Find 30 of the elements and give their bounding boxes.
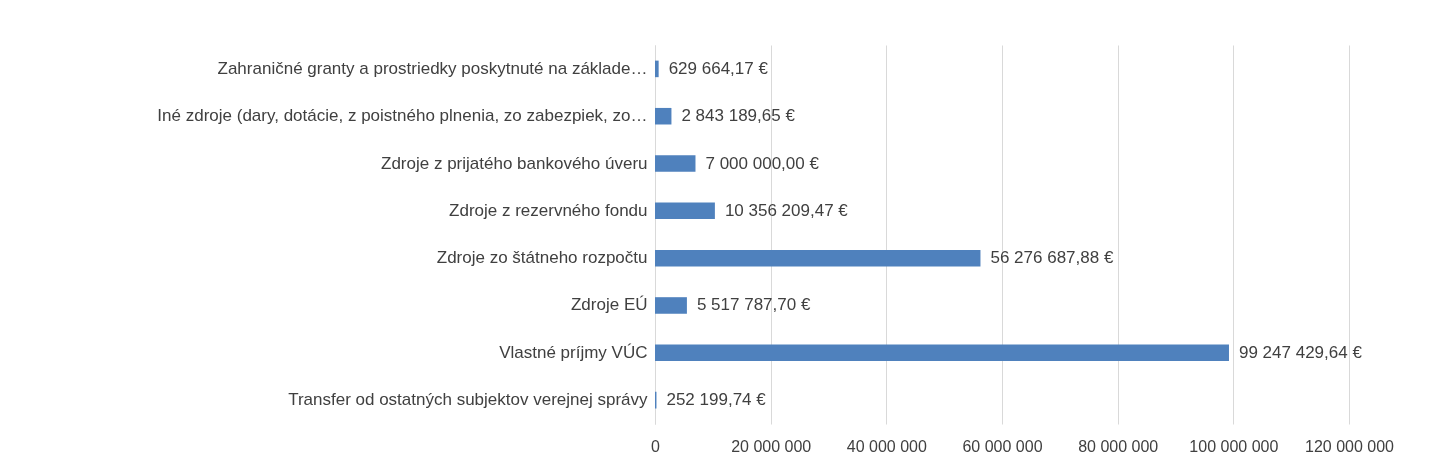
y-tick-label: Vlastné príjmy VÚC [499,342,648,362]
y-tick-label: Zdroje EÚ [570,295,648,315]
data-label: 7 000 000,00 € [705,153,820,173]
data-label: 2 843 189,65 € [681,106,796,126]
x-tick-label: 40 000 000 [846,437,927,455]
y-tick-label: Zdroje z prijatého bankového úveru [381,153,648,173]
x-tick-label: 20 000 000 [731,437,812,455]
x-tick-label: 0 [651,437,661,455]
x-tick-label: 60 000 000 [962,437,1043,455]
data-label: 99 247 429,64 € [1238,342,1363,362]
data-label: 56 276 687,88 € [990,248,1114,268]
y-tick-label: Zdroje zo štátneho rozpočtu [436,248,648,268]
bar [655,155,696,172]
bar [655,202,715,220]
x-tick-label: 120 000 000 [1305,437,1395,455]
x-tick-label: 100 000 000 [1189,437,1279,455]
bar [655,249,981,267]
x-tick-label: 80 000 000 [1078,437,1159,455]
bar [655,297,687,314]
bar [655,107,672,125]
y-tick-label: Iné zdroje (dary, dotácie, z poistného plnenia, zo zabezpiek, zo… [157,106,648,126]
y-tick-label: Zahraničné granty a prostriedky poskytnuté na základe… [217,58,648,78]
data-label: 5 517 787,70 € [696,295,811,315]
data-label: 629 664,17 € [668,58,769,78]
bar [655,344,1229,362]
data-label: 252 199,74 € [666,390,767,410]
bar [655,60,659,78]
data-label: 10 356 209,47 € [724,200,849,220]
y-tick-label: Transfer od ostatných subjektov verejnej správy [288,390,648,410]
y-tick-label: Zdroje z rezervného fondu [449,200,648,220]
